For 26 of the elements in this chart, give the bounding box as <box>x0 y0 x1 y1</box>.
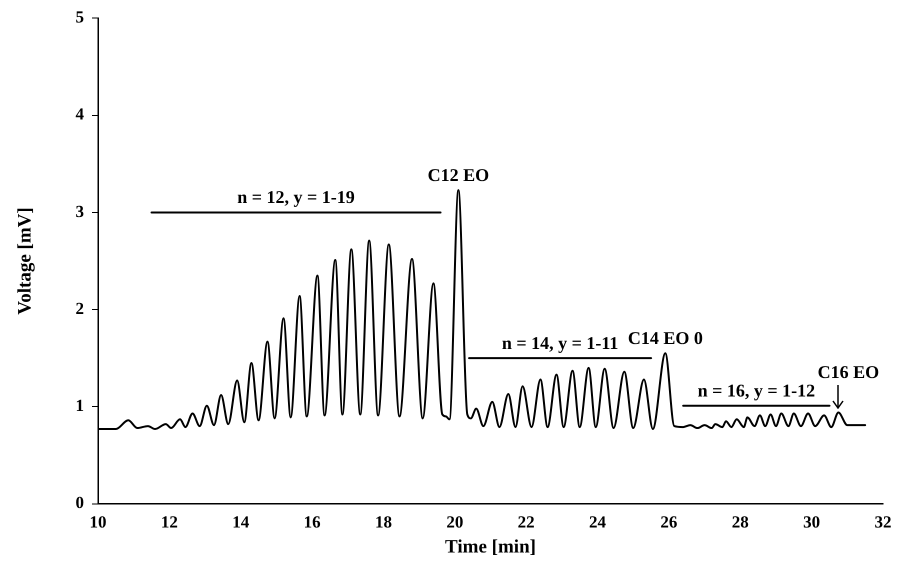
y-tick-label: 4 <box>76 104 84 124</box>
x-tick-label: 10 <box>90 512 106 532</box>
x-tick-label: 16 <box>304 512 321 532</box>
x-tick-label: 22 <box>518 512 535 532</box>
x-tick-label: 26 <box>660 512 678 532</box>
annotation: C12 EO <box>428 164 490 185</box>
x-tick-label: 18 <box>374 512 392 532</box>
x-tick-label: 30 <box>803 512 820 532</box>
x-tick-label: 32 <box>874 512 892 532</box>
x-tick-label: 12 <box>160 512 178 532</box>
annotation: n = 12, y = 1-19 <box>237 187 355 208</box>
annotation: n = 16, y = 1-12 <box>698 380 816 400</box>
y-tick-label: 3 <box>76 202 84 221</box>
annotation: n = 14, y = 1-11 <box>502 332 618 353</box>
annotation: C14 EO 0 <box>628 328 703 348</box>
annotation: C16 EO <box>818 362 880 382</box>
y-tick-label: 5 <box>76 8 84 27</box>
x-tick-label: 28 <box>732 512 749 532</box>
x-tick-label: 20 <box>446 512 464 532</box>
x-tick-label: 14 <box>232 512 250 532</box>
y-tick-label: 1 <box>76 396 84 416</box>
x-axis-title: Time [min] <box>445 536 536 558</box>
y-tick-label: 2 <box>76 298 84 318</box>
x-tick-label: 24 <box>589 512 607 532</box>
y-axis-title: Voltage [mV] <box>14 207 36 315</box>
y-tick-label: 0 <box>76 493 84 512</box>
